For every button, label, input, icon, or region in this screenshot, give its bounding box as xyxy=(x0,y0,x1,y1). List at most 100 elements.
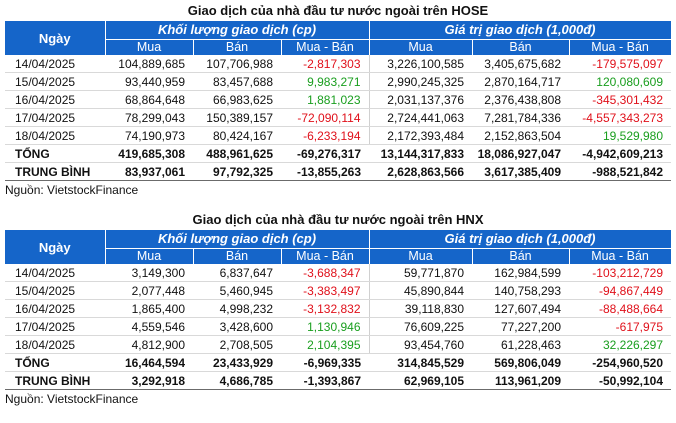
cell-volume-net: -3,688,347 xyxy=(281,264,370,282)
avg-volume-net: -13,855,263 xyxy=(281,162,370,181)
cell-value-buy: 2,031,137,376 xyxy=(368,90,473,109)
cell-volume-net: 1,130,946 xyxy=(281,317,370,336)
cell-volume-sell: 83,457,688 xyxy=(193,72,281,91)
cell-volume-sell: 107,706,988 xyxy=(193,55,281,73)
column-header-value-net: Mua - Bán xyxy=(568,39,672,55)
table-row: 18/04/2025 74,190,973 80,424,167 -6,233,194… xyxy=(5,126,672,145)
cell-value-sell: 2,152,863,504 xyxy=(472,126,570,145)
column-header-volume-net: Mua - Bán xyxy=(280,39,370,55)
cell-volume-sell: 6,837,647 xyxy=(193,264,281,282)
cell-value-net: 120,080,609 xyxy=(569,72,672,91)
column-header-value-buy: Mua xyxy=(368,39,473,55)
total-volume-sell: 488,961,625 xyxy=(193,144,281,163)
cell-value-sell: 127,607,494 xyxy=(472,299,570,318)
hose-table-title: Giao dịch của nhà đầu tư nước ngoài trên… xyxy=(187,3,489,18)
cell-value-sell: 162,984,599 xyxy=(472,264,570,282)
avg-label: TRUNG BÌNH xyxy=(5,371,105,390)
cell-volume-buy: 104,889,685 xyxy=(105,55,193,73)
row-date: 15/04/2025 xyxy=(5,281,105,300)
total-row: TỔNG 16,464,594 23,433,929 -6,969,335 314,84… xyxy=(5,353,672,372)
column-header-volume-net: Mua - Bán xyxy=(280,248,370,264)
cell-value-net: -103,212,729 xyxy=(569,264,672,282)
hnx-foreign-trading-table: Ngày Khối lượng giao dịch (cp) Giá trị gia… xyxy=(5,230,672,408)
cell-volume-buy: 93,440,959 xyxy=(105,72,193,91)
cell-value-buy: 39,118,830 xyxy=(368,299,473,318)
cell-value-sell: 61,228,463 xyxy=(472,335,570,354)
cell-value-net: 19,529,980 xyxy=(569,126,672,145)
cell-volume-buy: 3,149,300 xyxy=(105,264,193,282)
cell-value-sell: 140,758,293 xyxy=(472,281,570,300)
cell-value-buy: 3,226,100,585 xyxy=(368,55,473,73)
cell-volume-buy: 2,077,448 xyxy=(105,281,193,300)
avg-volume-sell: 97,792,325 xyxy=(193,162,281,181)
cell-volume-sell: 4,998,232 xyxy=(193,299,281,318)
column-header-value-net: Mua - Bán xyxy=(568,248,672,264)
cell-volume-buy: 74,190,973 xyxy=(105,126,193,145)
total-label: TỔNG xyxy=(5,353,105,372)
total-value-sell: 18,086,927,047 xyxy=(472,144,570,163)
avg-label: TRUNG BÌNH xyxy=(5,162,105,181)
hnx-table-title: Giao dịch của nhà đầu tư nước ngoài trên… xyxy=(192,212,484,227)
cell-volume-net: 9,983,271 xyxy=(281,72,370,91)
row-date: 16/04/2025 xyxy=(5,299,105,318)
row-date: 18/04/2025 xyxy=(5,335,105,354)
row-date: 18/04/2025 xyxy=(5,126,105,145)
group-header-volume: Khối lượng giao dịch (cp) xyxy=(104,230,370,249)
cell-volume-net: -2,817,303 xyxy=(281,55,370,73)
total-volume-net: -69,276,317 xyxy=(281,144,370,163)
total-volume-net: -6,969,335 xyxy=(281,353,370,372)
avg-value-buy: 2,628,863,566 xyxy=(369,162,473,181)
cell-value-net: -4,557,343,273 xyxy=(569,108,672,127)
avg-volume-buy: 3,292,918 xyxy=(105,371,193,390)
cell-value-buy: 76,609,225 xyxy=(368,317,473,336)
row-date: 15/04/2025 xyxy=(5,72,105,91)
total-volume-sell: 23,433,929 xyxy=(193,353,281,372)
avg-value-sell: 113,961,209 xyxy=(472,371,570,390)
cell-value-net: -617,975 xyxy=(569,317,672,336)
table-row: 16/04/2025 1,865,400 4,998,232 -3,132,832 39… xyxy=(5,299,672,318)
cell-value-buy: 2,724,441,063 xyxy=(368,108,473,127)
cell-volume-buy: 78,299,043 xyxy=(105,108,193,127)
column-header-value-sell: Bán xyxy=(471,248,570,264)
avg-value-net: -988,521,842 xyxy=(569,162,672,181)
cell-volume-net: -6,233,194 xyxy=(281,126,370,145)
cell-value-net: -179,575,097 xyxy=(569,55,672,73)
column-header-volume-sell: Bán xyxy=(192,248,282,264)
avg-value-sell: 3,617,385,409 xyxy=(472,162,570,181)
cell-value-buy: 59,771,870 xyxy=(368,264,473,282)
column-header-volume-buy: Mua xyxy=(104,248,194,264)
avg-volume-buy: 83,937,061 xyxy=(105,162,193,181)
average-row: TRUNG BÌNH 3,292,918 4,686,785 -1,393,867 62… xyxy=(5,371,672,390)
avg-volume-sell: 4,686,785 xyxy=(193,371,281,390)
source-note: Nguồn: VietstockFinance xyxy=(5,392,139,406)
row-date: 14/04/2025 xyxy=(5,55,105,73)
row-date: 14/04/2025 xyxy=(5,264,105,282)
cell-value-buy: 93,454,760 xyxy=(368,335,473,354)
table-row: 15/04/2025 93,440,959 83,457,688 9,983,271 2… xyxy=(5,72,672,91)
row-date: 17/04/2025 xyxy=(5,108,105,127)
avg-value-net: -50,992,104 xyxy=(569,371,672,390)
total-volume-buy: 419,685,308 xyxy=(105,144,193,163)
cell-value-buy: 2,172,393,484 xyxy=(368,126,473,145)
cell-value-buy: 2,990,245,325 xyxy=(368,72,473,91)
cell-value-sell: 7,281,784,336 xyxy=(472,108,570,127)
table-row: 16/04/2025 68,864,648 66,983,625 1,881,023 2… xyxy=(5,90,672,109)
cell-value-buy: 45,890,844 xyxy=(368,281,473,300)
table-row: 17/04/2025 4,559,546 3,428,600 1,130,946 76,… xyxy=(5,317,672,336)
total-value-net: -254,960,520 xyxy=(569,353,672,372)
cell-volume-net: 1,881,023 xyxy=(281,90,370,109)
cell-value-sell: 77,227,200 xyxy=(472,317,570,336)
column-header-volume-buy: Mua xyxy=(104,39,194,55)
group-header-value: Giá trị giao dịch (1,000đ) xyxy=(368,21,672,40)
total-value-sell: 569,806,049 xyxy=(472,353,570,372)
cell-volume-buy: 4,812,900 xyxy=(105,335,193,354)
cell-volume-sell: 3,428,600 xyxy=(193,317,281,336)
table-row: 15/04/2025 2,077,448 5,460,945 -3,383,497 45… xyxy=(5,281,672,300)
avg-value-buy: 62,969,105 xyxy=(369,371,473,390)
row-date: 17/04/2025 xyxy=(5,317,105,336)
total-label: TỔNG xyxy=(5,144,105,163)
total-value-buy: 13,144,317,833 xyxy=(369,144,473,163)
column-header-value-buy: Mua xyxy=(368,248,473,264)
total-value-buy: 314,845,529 xyxy=(369,353,473,372)
average-row: TRUNG BÌNH 83,937,061 97,792,325 -13,855,26… xyxy=(5,162,672,181)
